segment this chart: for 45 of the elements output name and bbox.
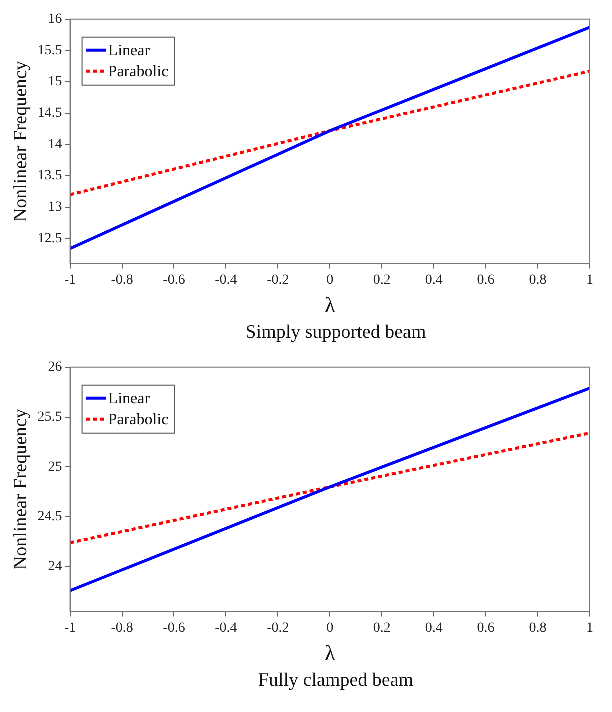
x-tick-label: -0.6	[163, 272, 186, 288]
y-tick-label: 24	[48, 560, 62, 575]
legend-label: Linear	[108, 390, 151, 408]
y-tick-label: 16	[48, 12, 62, 28]
y-tick-label: 26	[48, 360, 62, 376]
x-tick-label: -0.4	[215, 272, 238, 288]
x-tick-label: -1	[64, 620, 76, 636]
x-tick-label: 0.8	[529, 620, 547, 636]
x-tick-label: 0	[326, 272, 334, 288]
text: Simply supported beam	[244, 322, 428, 344]
x-tick-label: -0.6	[163, 620, 186, 636]
y-tick-label: 14.5	[38, 106, 62, 122]
x-tick-label: 0.6	[477, 272, 495, 288]
x-tick-label: 0.8	[529, 272, 547, 288]
y-tick-label: 15.5	[38, 43, 62, 58]
x-tick-label: 0.4	[425, 272, 443, 288]
x-tick-label: 0	[326, 620, 334, 636]
y-tick-label: 24.5	[38, 510, 62, 525]
x-tick-label: -0.2	[267, 272, 290, 288]
x-tick-label: -0.8	[111, 620, 134, 636]
y-axis-title: Nonlinear Frequency	[10, 60, 32, 222]
y-axis-title: Nonlinear Frequency	[10, 408, 32, 570]
text: Fully clamped beam	[257, 670, 415, 692]
x-axis-title: λ	[324, 640, 336, 666]
legend-label: Linear	[108, 42, 151, 60]
legend-label: Parabolic	[108, 412, 169, 429]
x-tick-label: -0.2	[267, 620, 290, 636]
x-tick-label: 0.4	[425, 620, 443, 636]
x-tick-label: 1	[586, 620, 594, 636]
x-tick-label: 0.2	[373, 620, 391, 636]
x-tick-label: -0.8	[111, 272, 134, 288]
y-tick-label: 13	[48, 200, 62, 216]
x-tick-label: 0.6	[477, 620, 495, 636]
y-tick-label: 25	[48, 460, 62, 475]
x-tick-label: 1	[586, 272, 594, 288]
y-tick-label: 14	[48, 137, 62, 152]
x-tick-label: 0.2	[373, 272, 391, 288]
y-tick-label: 15	[48, 74, 62, 90]
y-tick-label: 12.5	[38, 231, 62, 246]
x-tick-label: -0.4	[215, 620, 238, 636]
y-tick-label: 13.5	[38, 168, 62, 184]
x-axis-title: λ	[324, 292, 336, 318]
legend-label: Parabolic	[108, 64, 169, 81]
y-tick-label: 25.5	[38, 410, 62, 425]
x-tick-label: -1	[64, 272, 76, 288]
